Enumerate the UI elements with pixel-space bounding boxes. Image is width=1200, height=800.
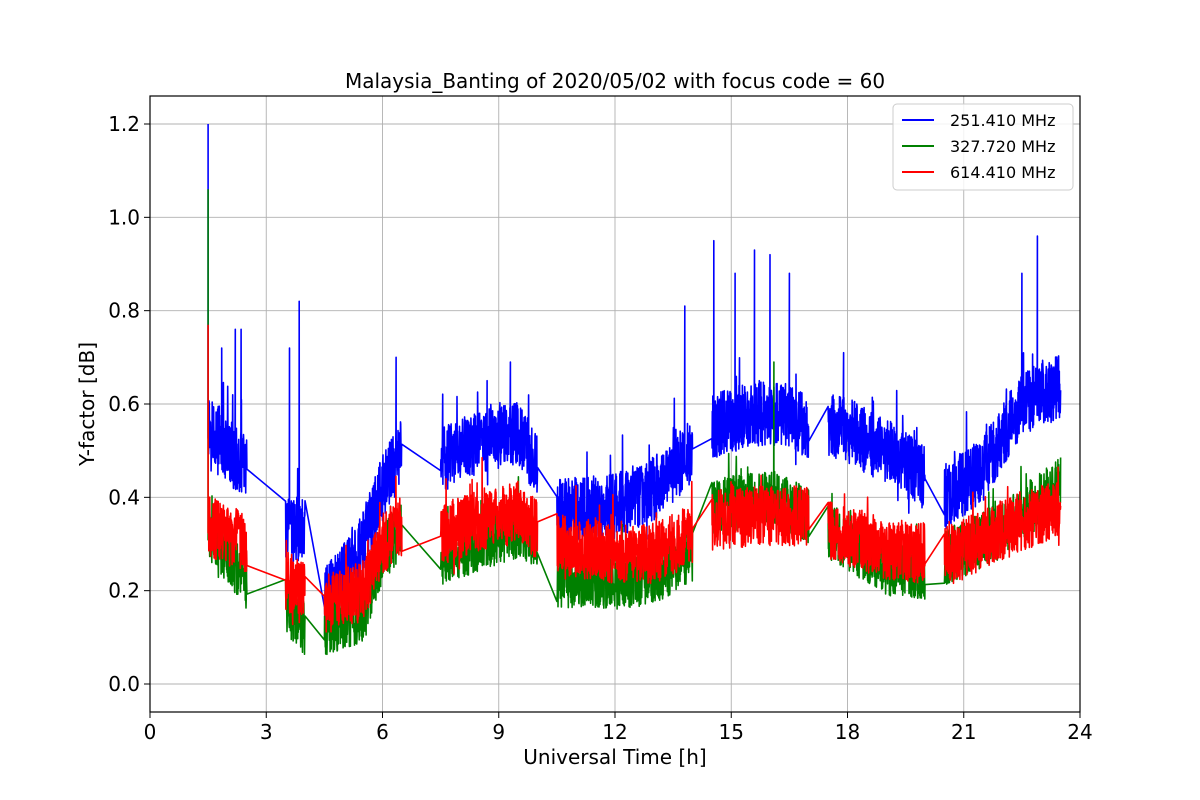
series-layer [207,124,1062,656]
x-tick-label: 15 [719,720,744,744]
legend-box [892,103,1074,191]
x-tick-label: 6 [376,720,389,744]
y-axis: 0.0 0.2 0.4 0.6 0.8 1.0 1.2 [108,112,150,696]
chart-title: Malaysia_Banting of 2020/05/02 with focu… [345,69,885,93]
legend: 251.410 MHz 327.720 MHz 614.410 MHz [892,103,1074,191]
x-tick-label: 24 [1067,720,1092,744]
x-tick-label: 9 [492,720,505,744]
series-line-3 [207,324,1062,633]
y-tick-label: 0.2 [108,579,140,603]
y-tick-label: 1.2 [108,112,140,136]
y-tick-label: 0.6 [108,392,140,416]
legend-label-1: 251.410 MHz [950,111,1055,130]
series-line-1 [207,124,1062,630]
legend-label-2: 327.720 MHz [950,137,1055,156]
x-tick-label: 3 [260,720,273,744]
x-tick-label: 21 [951,720,976,744]
y-tick-label: 0.8 [108,299,140,323]
x-tick-label: 18 [835,720,860,744]
x-tick-label: 0 [144,720,157,744]
x-axis-label: Universal Time [h] [523,745,706,769]
y-tick-label: 1.0 [108,205,140,229]
y-axis-label: Y-factor [dB] [75,342,99,467]
x-axis: 0 3 6 9 12 15 18 21 24 [144,712,1093,744]
x-tick-label: 12 [602,720,627,744]
legend-label-3: 614.410 MHz [950,163,1055,182]
y-tick-label: 0.0 [108,672,140,696]
y-tick-label: 0.4 [108,485,140,509]
